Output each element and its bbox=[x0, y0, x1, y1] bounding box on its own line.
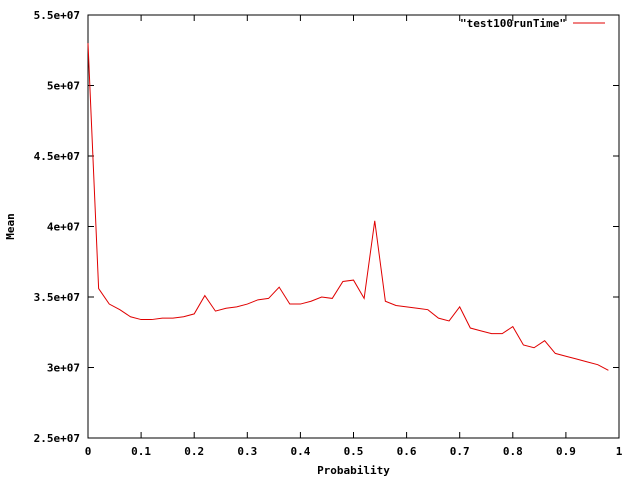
x-axis: 0 0.1 0.2 0.3 0.4 0.5 0.6 0.7 0.8 0.9 1 bbox=[85, 15, 623, 458]
x-tick-label: 0.4 bbox=[290, 445, 310, 458]
x-tick-label: 0.7 bbox=[450, 445, 470, 458]
series-layer bbox=[87, 43, 609, 371]
x-tick-label: 0.3 bbox=[237, 445, 257, 458]
y-tick-label: 3.5e+07 bbox=[34, 291, 80, 304]
plot-frame bbox=[87, 14, 620, 439]
legend-label: "test100runTime" bbox=[460, 17, 566, 30]
y-tick-label: 4.5e+07 bbox=[34, 150, 80, 163]
x-tick-label: 0.9 bbox=[556, 445, 576, 458]
x-tick-label: 0.8 bbox=[503, 445, 523, 458]
series-line bbox=[87, 43, 609, 371]
y-tick-label: 5e+07 bbox=[47, 80, 80, 93]
y-axis: 2.5e+07 3e+07 3.5e+07 4e+07 4.5e+07 5e+07 5.5e… bbox=[34, 9, 619, 445]
x-tick-label: 0.1 bbox=[131, 445, 151, 458]
y-axis-label: Mean bbox=[4, 213, 17, 240]
x-tick-label: 0.6 bbox=[397, 445, 417, 458]
y-tick-label: 5.5e+07 bbox=[34, 9, 80, 22]
x-tick-label: 0.5 bbox=[344, 445, 364, 458]
legend: "test100runTime" bbox=[460, 17, 605, 30]
x-tick-label: 0.2 bbox=[184, 445, 204, 458]
x-axis-label: Probability bbox=[317, 464, 390, 477]
y-tick-label: 4e+07 bbox=[47, 221, 80, 234]
x-tick-label: 0 bbox=[85, 445, 92, 458]
y-tick-label: 2.5e+07 bbox=[34, 432, 80, 445]
y-tick-label: 3e+07 bbox=[47, 362, 80, 375]
x-tick-label: 1 bbox=[616, 445, 623, 458]
